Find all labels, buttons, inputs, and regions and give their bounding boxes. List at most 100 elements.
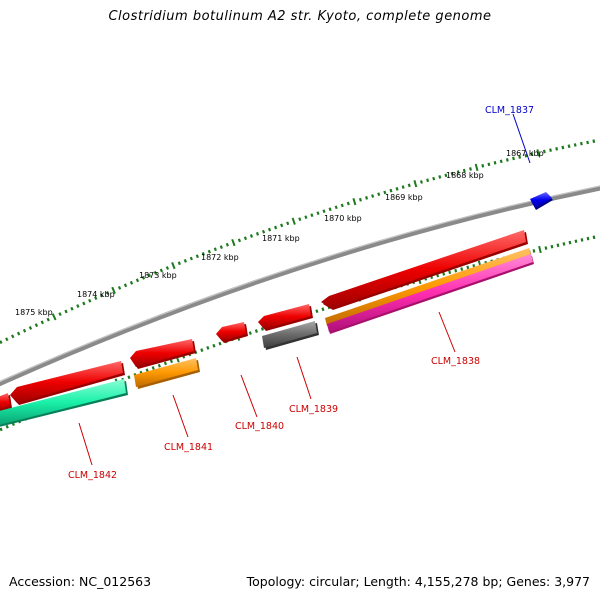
ruler-major-tick bbox=[352, 198, 357, 206]
ruler-minor-tick bbox=[267, 227, 272, 232]
ruler-minor-tick bbox=[298, 217, 302, 222]
ruler-minor-tick bbox=[249, 234, 254, 238]
ruler-minor-tick bbox=[129, 280, 134, 285]
gene-label: CLM_1838 bbox=[431, 356, 480, 367]
ruler-minor-tick bbox=[5, 424, 9, 429]
ruler-minor-tick bbox=[580, 238, 584, 242]
ruler-major-tick bbox=[231, 238, 236, 247]
ruler-minor-tick bbox=[5, 337, 9, 342]
ruler-minor-tick bbox=[34, 323, 39, 328]
ruler-minor-tick bbox=[169, 359, 174, 364]
feature-magenta-1838[interactable] bbox=[327, 254, 534, 334]
ruler-minor-tick bbox=[218, 341, 222, 346]
ruler-minor-tick bbox=[322, 209, 326, 214]
ruler-minor-tick bbox=[147, 273, 152, 278]
ruler-label: 1874 kbp bbox=[77, 290, 115, 299]
ruler-minor-tick bbox=[260, 327, 264, 331]
ruler-minor-tick bbox=[493, 161, 497, 165]
gene-label: CLM_1837 bbox=[485, 105, 534, 116]
ruler-minor-tick bbox=[562, 242, 566, 246]
gene-CLM_1842[interactable] bbox=[10, 361, 125, 405]
ruler-minor-tick bbox=[530, 152, 534, 157]
ruler-label: 1868 kbp bbox=[446, 171, 484, 180]
ruler-minor-tick bbox=[94, 296, 98, 301]
ruler-minor-tick bbox=[82, 301, 86, 306]
ruler-minor-tick bbox=[456, 170, 460, 174]
gene-CLM_1841[interactable] bbox=[130, 339, 196, 369]
ruler-minor-tick bbox=[254, 329, 258, 333]
ruler-label: 1870 kbp bbox=[324, 214, 362, 223]
ruler-minor-tick bbox=[487, 162, 491, 167]
ruler-minor-tick bbox=[127, 375, 131, 380]
outer-ruler bbox=[0, 139, 596, 344]
gene-label: CLM_1839 bbox=[289, 404, 338, 415]
ruler-minor-tick bbox=[401, 185, 405, 189]
ruler-minor-tick bbox=[555, 147, 559, 151]
ruler-major-tick bbox=[538, 245, 542, 254]
gene-CLM_1840[interactable] bbox=[216, 322, 248, 343]
ruler-minor-tick bbox=[183, 259, 187, 263]
gene-CLM_1839[interactable] bbox=[258, 304, 313, 331]
ruler-major-tick bbox=[291, 217, 296, 225]
ruler-minor-tick bbox=[207, 249, 211, 254]
ruler-minor-tick bbox=[286, 221, 290, 226]
ruler-minor-tick bbox=[469, 167, 472, 171]
ruler-minor-tick bbox=[580, 141, 583, 146]
ruler-minor-tick bbox=[243, 236, 248, 241]
ruler-minor-tick bbox=[438, 175, 442, 179]
ruler-minor-tick bbox=[304, 215, 308, 220]
ruler-minor-tick bbox=[466, 265, 470, 270]
gene-label: CLM_1841 bbox=[164, 442, 213, 453]
ruler-minor-tick bbox=[568, 240, 572, 245]
feature-orange-1841[interactable] bbox=[134, 358, 200, 389]
gene-label: CLM_1840 bbox=[235, 421, 284, 432]
ruler-minor-tick bbox=[371, 194, 375, 198]
gene-fragment-left[interactable] bbox=[0, 393, 12, 413]
ruler-minor-tick bbox=[518, 155, 522, 159]
ruler-minor-tick bbox=[212, 343, 216, 348]
feature-green-1842[interactable] bbox=[0, 379, 128, 428]
ruler-minor-tick bbox=[237, 238, 242, 243]
ruler-minor-tick bbox=[64, 309, 68, 314]
ruler-minor-tick bbox=[11, 334, 15, 339]
ruler-major-tick bbox=[111, 286, 116, 295]
ruler-minor-tick bbox=[316, 211, 320, 216]
ruler-minor-tick bbox=[481, 164, 485, 168]
gene-CLM_1838[interactable] bbox=[321, 230, 528, 310]
ruler-minor-tick bbox=[145, 368, 149, 373]
ruler-label: 1873 kbp bbox=[139, 271, 177, 280]
ruler-minor-tick bbox=[512, 156, 515, 161]
ruler-major-tick bbox=[474, 163, 479, 172]
ruler-labels: 1867 kbp 1868 kbp 1869 kbp 1870 kbp 1871… bbox=[15, 149, 544, 317]
feature-grey-1839[interactable] bbox=[262, 321, 319, 350]
ruler-minor-tick bbox=[153, 270, 158, 275]
ruler-minor-tick bbox=[365, 195, 369, 200]
ruler-minor-tick bbox=[448, 270, 452, 275]
ruler-minor-tick bbox=[450, 171, 454, 176]
ruler-minor-tick bbox=[542, 149, 546, 154]
ruler-minor-tick bbox=[544, 246, 548, 250]
accession-text: Accession: NC_012563 bbox=[9, 574, 152, 589]
ruler-minor-tick bbox=[105, 291, 110, 295]
genome-backbone-highlight bbox=[0, 185, 600, 383]
ruler-major-tick bbox=[171, 262, 176, 270]
ruler-minor-tick bbox=[505, 158, 509, 162]
ruler-minor-tick bbox=[346, 201, 350, 206]
ruler-minor-tick bbox=[573, 143, 577, 147]
ruler-minor-tick bbox=[592, 235, 596, 240]
ruler-minor-tick bbox=[321, 307, 325, 312]
ruler-minor-tick bbox=[592, 139, 596, 144]
ruler-minor-tick bbox=[135, 278, 140, 283]
ruler-minor-tick bbox=[159, 268, 164, 273]
ruler-minor-tick bbox=[444, 173, 448, 178]
ruler-minor-tick bbox=[117, 285, 122, 290]
ruler-minor-tick bbox=[16, 331, 21, 336]
ruler-minor-tick bbox=[426, 178, 430, 183]
ruler-minor-tick bbox=[141, 275, 146, 280]
ruler-minor-tick bbox=[213, 247, 217, 252]
ruler-minor-tick bbox=[567, 144, 571, 149]
ruler-label: 1867 kbp bbox=[506, 149, 544, 158]
gene-CLM_1837[interactable] bbox=[530, 192, 553, 210]
ruler-label: 1875 kbp bbox=[15, 308, 53, 317]
